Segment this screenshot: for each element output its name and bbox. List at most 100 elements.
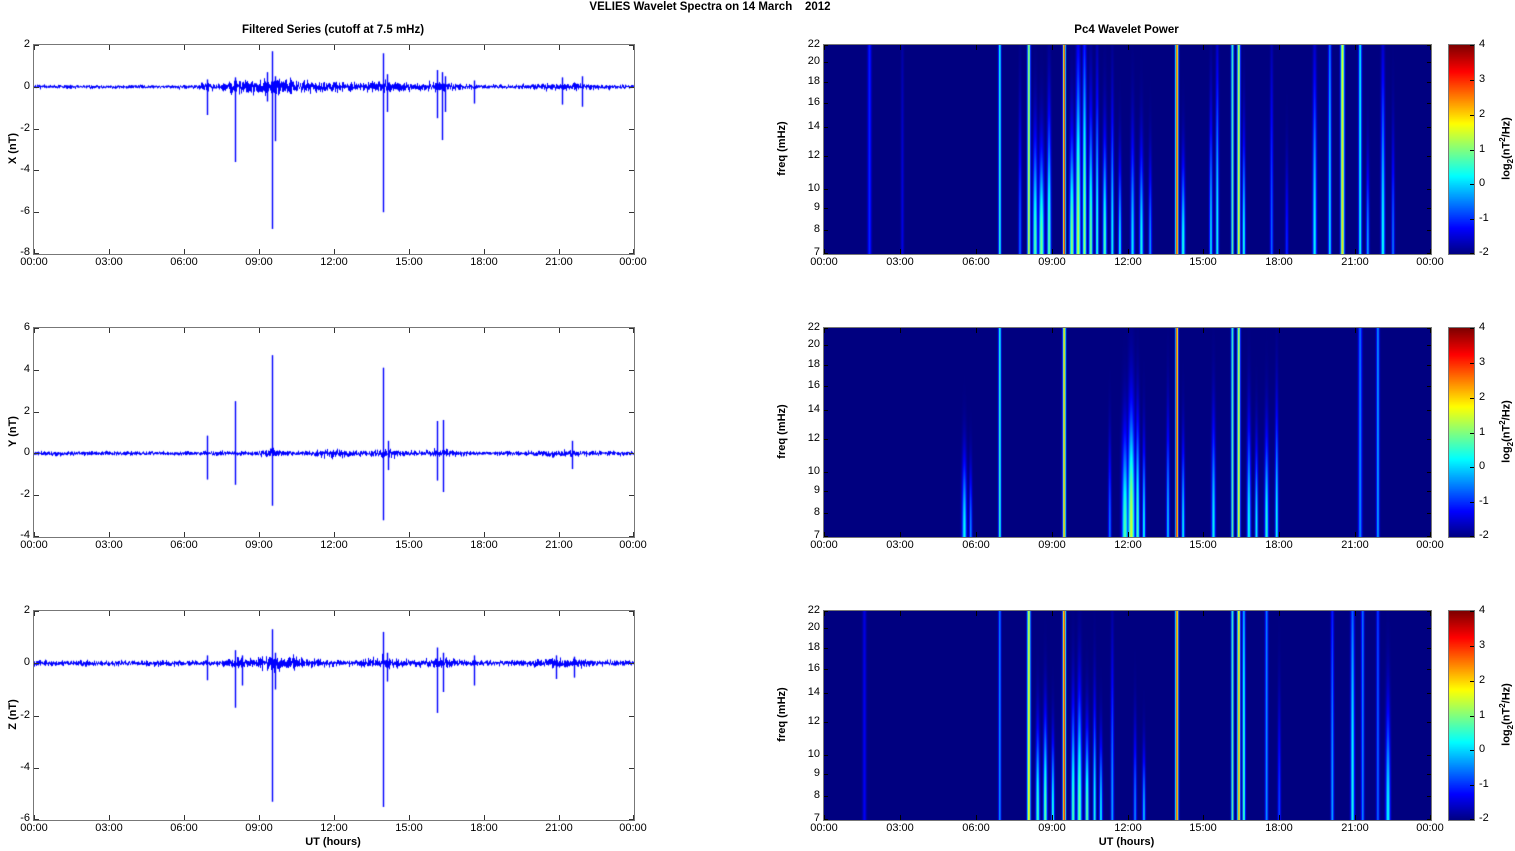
tick-mark (824, 386, 828, 387)
x-tick-label: 09:00 (245, 539, 273, 551)
tick-mark (559, 815, 560, 820)
y-axis-label-x: X (nT) (7, 132, 19, 165)
filtered-series-x-plot (34, 45, 634, 254)
tick-mark (34, 536, 39, 537)
x-tick-label: 09:00 (245, 256, 273, 268)
tick-mark (824, 156, 828, 157)
tick-mark (559, 45, 560, 50)
x-tick-label: 00:00 (810, 539, 838, 551)
x-tick-label: 09:00 (1038, 539, 1066, 551)
tick-mark (824, 328, 825, 333)
x-tick-label: 03:00 (886, 822, 914, 834)
tick-mark (484, 45, 485, 50)
tick-mark (824, 62, 828, 63)
tick-mark (976, 249, 977, 254)
tick-mark (633, 815, 634, 820)
tick-mark (824, 611, 825, 616)
colorbar-tick-label: 4 (1479, 321, 1486, 333)
tick-mark (1203, 532, 1204, 537)
tick-mark (34, 328, 39, 329)
x-tick-label: 06:00 (962, 539, 990, 551)
freq-tick-label: 8 (813, 223, 820, 235)
tick-mark (633, 249, 634, 254)
tick-mark (259, 532, 260, 537)
tick-mark (1430, 45, 1431, 50)
tick-mark (1470, 502, 1474, 503)
colorbar-tick-label: 2 (1479, 391, 1486, 403)
freq-tick-label: 8 (813, 789, 820, 801)
colorbar-tick-label: 2 (1479, 108, 1486, 120)
tick-mark (484, 815, 485, 820)
x-tick-label: 06:00 (962, 256, 990, 268)
tick-mark (1427, 345, 1431, 346)
tick-mark (1427, 491, 1431, 492)
tick-mark (34, 663, 39, 664)
tick-mark (1279, 45, 1280, 50)
freq-tick-label: 22 (807, 321, 820, 333)
colorbar-tick-label: 4 (1479, 604, 1486, 616)
tick-mark (1355, 249, 1356, 254)
colorbar-tick-label: 3 (1479, 639, 1486, 651)
x-tick-label: 06:00 (170, 822, 198, 834)
tick-mark (1128, 815, 1129, 820)
tick-mark (1470, 433, 1474, 434)
colorbar-z-gradient (1449, 611, 1474, 820)
freq-tick-label: 10 (807, 465, 820, 477)
y-tick-label: 2 (23, 405, 30, 417)
tick-mark (259, 45, 260, 50)
tick-mark (1052, 611, 1053, 616)
tick-mark (824, 103, 828, 104)
tick-mark (1430, 815, 1431, 820)
figure-title: VELIES Wavelet Spectra on 14 March 2012 (589, 1, 831, 13)
tick-mark (1427, 472, 1431, 473)
freq-tick-label: 14 (807, 120, 820, 132)
x-tick-label: 03:00 (886, 256, 914, 268)
tick-mark (484, 532, 485, 537)
tick-mark (1430, 328, 1431, 333)
tick-mark (1427, 189, 1431, 190)
colorbar-tick-label: 0 (1479, 177, 1486, 189)
tick-mark (1470, 328, 1474, 329)
tick-mark (34, 768, 39, 769)
x-tick-label: 21:00 (545, 822, 573, 834)
tick-mark (629, 536, 634, 537)
tick-mark (409, 249, 410, 254)
tick-mark (109, 532, 110, 537)
colorbar-tick-label: -1 (1479, 212, 1489, 224)
tick-mark (409, 611, 410, 616)
tick-mark (109, 611, 110, 616)
tick-mark (1427, 513, 1431, 514)
tick-mark (824, 513, 828, 514)
freq-tick-label: 20 (807, 621, 820, 633)
freq-tick-label: 18 (807, 641, 820, 653)
freq-tick-label: 18 (807, 358, 820, 370)
tick-mark (1427, 82, 1431, 83)
tick-mark (824, 774, 828, 775)
tick-mark (1427, 386, 1431, 387)
y-tick-label: -6 (20, 205, 30, 217)
y-tick-label: -8 (20, 246, 30, 258)
tick-mark (824, 819, 828, 820)
filtered-series-y-plot (34, 328, 634, 537)
tick-mark (1470, 150, 1474, 151)
tick-mark (1470, 716, 1474, 717)
tick-mark (1052, 328, 1053, 333)
colorbar-label-part: (nT (1500, 141, 1513, 159)
tick-mark (1430, 249, 1431, 254)
tick-mark (900, 328, 901, 333)
y-tick-label: -4 (20, 529, 30, 541)
tick-mark (824, 189, 828, 190)
tick-mark (559, 611, 560, 616)
colorbar-label-sub: 2 (1505, 158, 1515, 164)
x-tick-label: 18:00 (1265, 256, 1293, 268)
tick-mark (1470, 219, 1474, 220)
tick-mark (976, 815, 977, 820)
tick-mark (1427, 127, 1431, 128)
tick-mark (1052, 249, 1053, 254)
tick-mark (824, 648, 828, 649)
x-tick-label: 12:00 (1114, 822, 1142, 834)
tick-mark (1128, 532, 1129, 537)
tick-mark (633, 532, 634, 537)
colorbar-label-part: log (1500, 163, 1513, 180)
colorbar-label-sub: 2 (1505, 441, 1515, 447)
